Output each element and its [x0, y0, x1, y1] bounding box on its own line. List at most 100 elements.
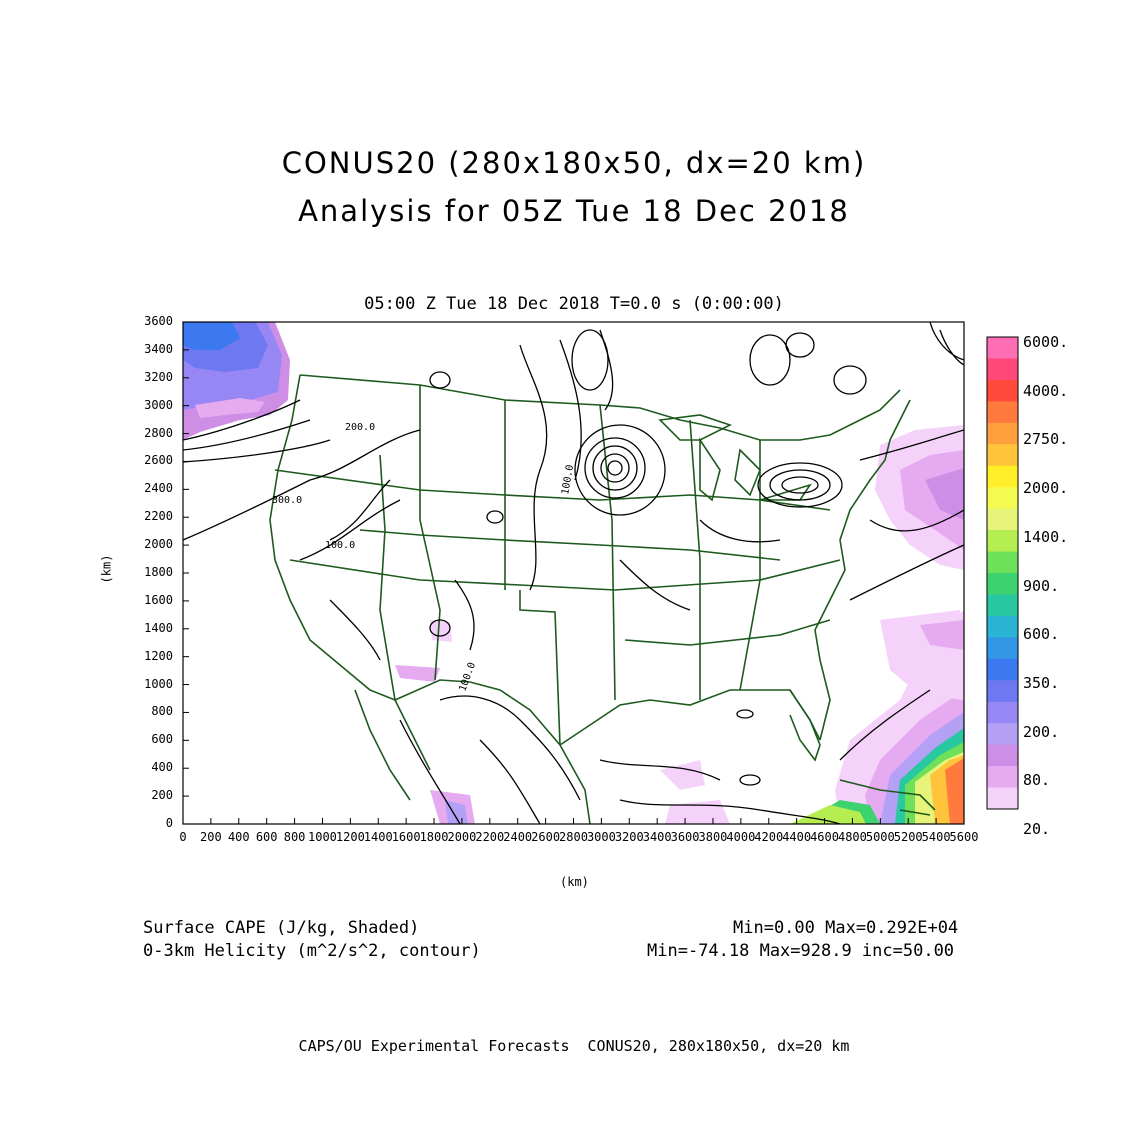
colorbar-swatch [987, 358, 1018, 381]
colorbar-swatch [987, 680, 1018, 703]
x-tick-label: 2200 [475, 830, 505, 844]
colorbar-swatch [987, 594, 1018, 617]
y-tick-label: 2000 [144, 537, 173, 552]
helicity-range-text: Min=-74.18 Max=928.9 inc=50.00 [647, 941, 955, 961]
colorbar-swatch [987, 658, 1018, 681]
helicity-contours [183, 322, 964, 824]
x-tick-label: 5600 [949, 830, 979, 844]
x-tick-label: 1600 [391, 830, 421, 844]
x-tick-label: 3000 [586, 830, 616, 844]
helicity-legend-text: 0-3km Helicity (m^2/s^2, contour) [143, 941, 481, 961]
plot-frame [182, 321, 965, 825]
colorbar-swatch [987, 337, 1018, 359]
figure-title-line2: Analysis for 05Z Tue 18 Dec 2018 [298, 194, 850, 228]
colorbar-label: 6000. [1023, 333, 1069, 351]
colorbar-swatch [987, 379, 1018, 402]
x-tick-label: 2800 [559, 830, 588, 844]
colorbar-label: 1400. [1023, 527, 1069, 546]
x-tick-label: 2400 [503, 830, 533, 844]
map-borders [269, 374, 936, 824]
colorbar-swatch [987, 401, 1018, 424]
colorbar-swatch [987, 444, 1018, 467]
tick-marks [182, 321, 965, 825]
y-tick-label: 0 [165, 816, 173, 830]
contour-label: 300.0 [272, 495, 302, 506]
x-tick-label: 600 [255, 830, 278, 844]
contour-label: 100.0 [457, 661, 478, 693]
colorbar-label: 2000. [1023, 479, 1069, 498]
colorbar-label: 2750. [1023, 430, 1069, 449]
colorbar-label: 200. [1023, 722, 1060, 741]
cape-range-text: Min=0.00 Max=0.292E+04 [733, 918, 959, 938]
colorbar-swatch [987, 422, 1018, 445]
x-tick-label: 3200 [614, 830, 644, 844]
y-tick-label: 200 [151, 788, 173, 803]
x-tick-label: 1000 [308, 830, 337, 844]
x-axis-label: (km) [560, 875, 589, 889]
y-tick-label: 400 [151, 760, 173, 775]
contour-label: 100.0 [560, 464, 576, 496]
x-tick-label: 1800 [419, 830, 449, 844]
x-tick-label: 200 [200, 830, 222, 844]
x-tick-label: 3600 [670, 830, 700, 844]
colorbar [987, 337, 1018, 810]
colorbar-swatch [987, 551, 1018, 574]
contour-label: 200.0 [345, 422, 375, 433]
x-tick-label: 4600 [810, 830, 839, 844]
x-tick-label: 3400 [642, 830, 672, 844]
y-tick-label: 1000 [144, 676, 173, 691]
colorbar-label: 4000. [1023, 381, 1069, 400]
x-tick-label: 1200 [335, 830, 365, 844]
colorbar-swatch [987, 766, 1018, 789]
contour-label: 100.0 [325, 540, 355, 551]
colorbar-swatch [987, 530, 1018, 553]
cape-legend-text: Surface CAPE (J/kg, Shaded) [143, 918, 420, 938]
x-tick-label: 400 [227, 830, 250, 844]
colorbar-swatch [987, 701, 1018, 724]
y-tick-label: 3200 [144, 369, 173, 384]
x-tick-label: 4200 [754, 830, 784, 844]
colorbar-label: 600. [1023, 625, 1060, 644]
y-tick-label: 3400 [144, 341, 173, 356]
x-tick-label: 5400 [921, 830, 951, 844]
colorbar-frame [986, 336, 1019, 810]
colorbar-swatch [987, 637, 1018, 660]
x-tick-label: 4800 [837, 830, 867, 844]
x-tick-label: 4000 [726, 830, 756, 844]
colorbar-swatch [987, 723, 1018, 746]
colorbar-swatch [987, 615, 1018, 638]
cape-shading [183, 322, 964, 824]
colorbar-swatch [987, 744, 1018, 767]
colorbar-swatch [987, 787, 1018, 810]
y-tick-label: 1200 [144, 648, 173, 663]
figure-title-line1: CONUS20 (280x180x50, dx=20 km) [281, 146, 867, 180]
y-tick-label: 600 [151, 732, 173, 747]
colorbar-swatch [987, 573, 1018, 595]
y-tick-label: 2600 [144, 453, 173, 468]
x-tick-label: 4400 [782, 830, 812, 844]
x-tick-label: 5200 [893, 830, 923, 844]
y-tick-label: 2200 [144, 509, 173, 524]
x-tick-label: 0 [179, 830, 187, 844]
plot-subtitle: 05:00 Z Tue 18 Dec 2018 T=0.0 s (0:00:00… [364, 294, 784, 314]
y-tick-label: 3000 [144, 397, 173, 412]
y-tick-label: 2400 [144, 481, 173, 496]
colorbar-label: 80. [1023, 771, 1051, 790]
colorbar-label: 350. [1023, 673, 1060, 692]
y-tick-label: 1800 [144, 565, 173, 579]
x-tick-label: 800 [283, 830, 306, 844]
colorbar-swatch [987, 487, 1018, 510]
colorbar-label: 900. [1023, 576, 1060, 595]
x-tick-label: 3800 [698, 830, 728, 844]
y-tick-label: 2800 [144, 425, 173, 440]
x-tick-label: 2000 [447, 830, 477, 844]
colorbar-swatch [987, 465, 1018, 488]
footer-credit: CAPS/OU Experimental Forecasts CONUS20, … [298, 1037, 850, 1055]
y-tick-label: 1600 [144, 592, 173, 607]
x-tick-label: 5000 [865, 830, 895, 844]
y-tick-label: 800 [151, 704, 173, 719]
x-tick-label: 2600 [531, 830, 561, 844]
colorbar-label: 20. [1023, 820, 1051, 838]
y-tick-label: 3600 [144, 314, 173, 328]
